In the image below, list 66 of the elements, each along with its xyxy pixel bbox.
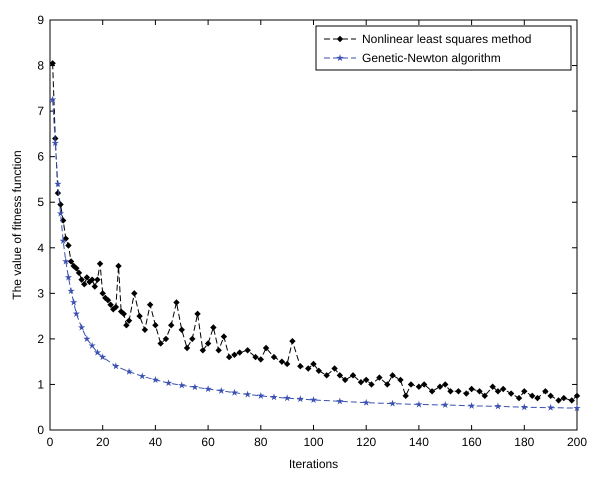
x-tick-label: 100 (303, 435, 324, 449)
point (218, 386, 225, 394)
x-tick-label: 20 (96, 435, 110, 449)
point (56, 210, 64, 217)
y-tick-label: 8 (37, 58, 44, 73)
point (62, 258, 70, 265)
point (88, 342, 96, 349)
x-tick-label: 60 (201, 435, 216, 449)
point (415, 400, 423, 408)
point (78, 324, 86, 331)
x-tick-label: 80 (254, 435, 268, 449)
point (70, 298, 78, 306)
y-tick-label: 3 (37, 286, 44, 300)
point (164, 379, 172, 386)
point (388, 400, 396, 407)
x-tick-label: 140 (408, 435, 430, 449)
legend-label: Nonlinear least squares method (362, 32, 532, 46)
x-axis-title: Iterations (288, 457, 338, 471)
y-tick-label: 7 (37, 104, 44, 118)
point (244, 390, 252, 398)
x-tick-label: 180 (514, 435, 535, 449)
point (573, 404, 581, 412)
y-tick-label: 0 (37, 423, 44, 437)
point (64, 274, 72, 280)
point (257, 392, 264, 399)
legend-label: Genetic-Newton algorithm (362, 51, 501, 65)
y-tick-label: 6 (37, 150, 44, 164)
y-tick-label: 4 (37, 240, 44, 255)
x-tick-label: 200 (566, 435, 588, 449)
point (204, 385, 212, 392)
point (67, 287, 75, 294)
point (270, 393, 278, 400)
point (60, 237, 67, 244)
point (72, 310, 80, 317)
point (362, 398, 370, 406)
point (230, 388, 238, 396)
point (191, 383, 199, 390)
point (48, 96, 56, 103)
point (468, 402, 476, 409)
x-tick-label: 0 (46, 435, 54, 449)
point (336, 397, 344, 404)
point (178, 382, 186, 388)
point (54, 180, 62, 188)
point (547, 404, 554, 411)
point (112, 362, 120, 370)
point (125, 368, 133, 375)
x-tick-label: 160 (462, 435, 482, 449)
y-tick-label: 9 (37, 13, 44, 27)
point (520, 403, 528, 410)
y-axis-title: The value of fitness function (10, 150, 24, 300)
point (83, 335, 91, 342)
y-tick-label: 5 (37, 195, 44, 210)
point (52, 139, 59, 146)
y-tick-label: 2 (37, 332, 44, 346)
point (310, 396, 318, 404)
point (138, 372, 146, 380)
point (94, 348, 102, 356)
point (442, 401, 449, 408)
point (152, 376, 160, 383)
x-tick-label: 40 (148, 435, 162, 449)
point (494, 402, 502, 410)
y-tick-label: 1 (37, 377, 44, 392)
x-tick-label: 120 (356, 435, 377, 449)
point (296, 395, 304, 402)
point (99, 353, 106, 360)
point (284, 394, 291, 402)
